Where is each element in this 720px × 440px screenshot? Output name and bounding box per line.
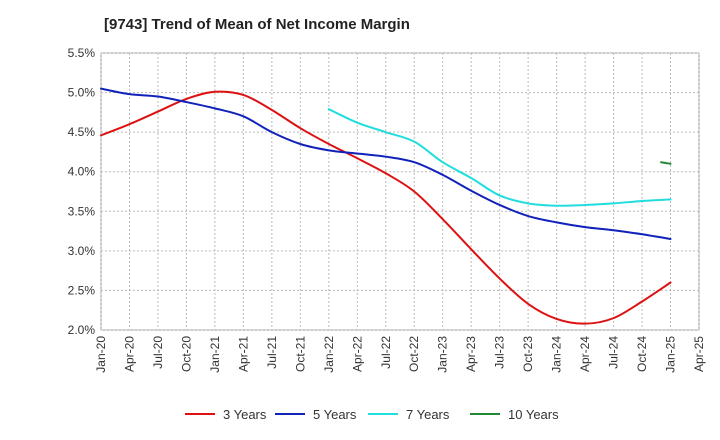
plot-frame	[100, 52, 700, 331]
x-tick-label: Oct-23	[521, 336, 535, 372]
series-line-5-years	[100, 87, 672, 240]
y-tick-label: 4.5%	[68, 125, 96, 139]
series-layer	[100, 87, 672, 325]
x-tick-label: Jul-22	[379, 336, 393, 369]
y-tick-label: 3.5%	[68, 204, 96, 218]
series-line-3-years	[100, 90, 672, 325]
x-tick-label: Oct-21	[293, 336, 307, 372]
x-tick-label: Jul-20	[151, 336, 165, 369]
axis-layer: 2.0% 2.5% 3.0% 3.5% 4.0% 4.5% 5.0% 5.5% Jan-20 Ap…	[68, 46, 706, 373]
x-tick-label: Jan-22	[322, 336, 336, 373]
y-tick-label: 3.0%	[68, 244, 96, 258]
x-tick-label: Apr-25	[692, 336, 706, 372]
legend-label: 7 Years	[406, 407, 450, 422]
x-tick-label: Jan-23	[436, 336, 450, 373]
x-tick-label: Oct-24	[635, 336, 649, 372]
x-tick-label: Jul-24	[607, 336, 621, 369]
x-tick-label: Jan-24	[550, 336, 564, 373]
series-line-10-years	[660, 161, 672, 165]
y-tick-label: 2.5%	[68, 283, 96, 297]
x-tick-label: Apr-22	[350, 336, 364, 372]
x-tick-label: Apr-23	[464, 336, 478, 372]
legend-label: 3 Years	[223, 407, 267, 422]
x-tick-label: Jul-23	[493, 336, 507, 369]
legend-label: 10 Years	[508, 407, 559, 422]
y-tick-label: 5.5%	[68, 46, 96, 60]
x-tick-label: Jan-20	[94, 336, 108, 373]
x-tick-label: Apr-24	[578, 336, 592, 372]
legend-layer: 3 Years 5 Years 7 Years 10 Years	[185, 407, 559, 422]
x-tick-label: Jan-25	[664, 336, 678, 373]
legend-label: 5 Years	[313, 407, 357, 422]
grid-layer	[100, 52, 700, 331]
chart-title: [9743] Trend of Mean of Net Income Margi…	[104, 16, 410, 33]
y-tick-label: 2.0%	[68, 323, 96, 337]
y-tick-label: 5.0%	[68, 86, 96, 100]
y-tick-label: 4.0%	[68, 165, 96, 179]
x-tick-label: Jul-21	[265, 336, 279, 369]
x-tick-label: Jan-21	[208, 336, 222, 373]
x-tick-label: Oct-22	[407, 336, 421, 372]
x-tick-label: Oct-20	[179, 336, 193, 372]
x-tick-label: Apr-21	[236, 336, 250, 372]
series-line-7-years	[327, 108, 672, 207]
x-tick-label: Apr-20	[122, 336, 136, 372]
